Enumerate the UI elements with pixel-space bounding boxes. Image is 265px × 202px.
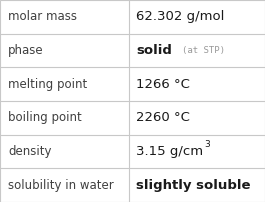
Text: 3.15 g/cm: 3.15 g/cm: [136, 145, 204, 158]
Text: molar mass: molar mass: [8, 10, 77, 23]
Text: solubility in water: solubility in water: [8, 179, 114, 192]
Text: density: density: [8, 145, 51, 158]
Text: phase: phase: [8, 44, 43, 57]
Text: 62.302 g/mol: 62.302 g/mol: [136, 10, 225, 23]
Text: solid: solid: [136, 44, 172, 57]
Text: 2260 °C: 2260 °C: [136, 111, 190, 124]
Text: (at STP): (at STP): [182, 46, 224, 55]
Text: 3: 3: [204, 140, 210, 149]
Text: melting point: melting point: [8, 78, 87, 91]
Text: slightly soluble: slightly soluble: [136, 179, 251, 192]
Text: boiling point: boiling point: [8, 111, 82, 124]
Text: 1266 °C: 1266 °C: [136, 78, 190, 91]
